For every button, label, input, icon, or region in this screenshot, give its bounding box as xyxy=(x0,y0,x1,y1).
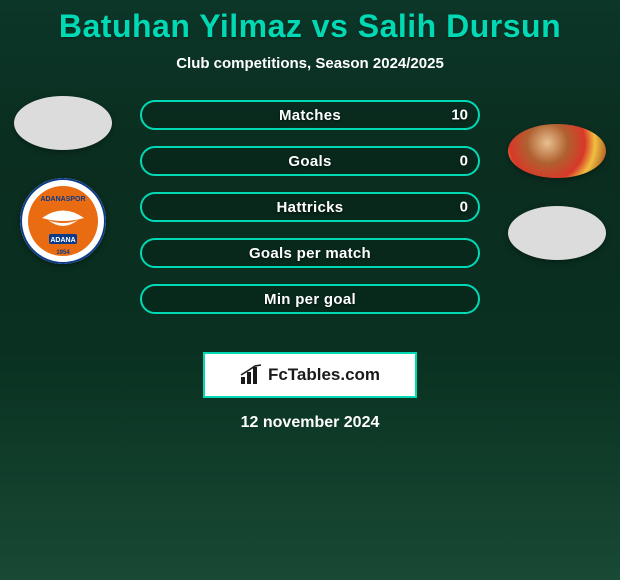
stat-bar-goals: Goals 0 xyxy=(140,146,480,176)
stat-label: Min per goal xyxy=(264,291,356,308)
brand-box: FcTables.com xyxy=(203,352,417,398)
left-player-placeholder xyxy=(14,96,112,150)
stat-label: Goals xyxy=(288,153,331,170)
brand-text: FcTables.com xyxy=(268,365,380,385)
stat-right-value: 10 xyxy=(451,107,468,124)
page-title: Batuhan Yilmaz vs Salih Dursun xyxy=(0,8,620,45)
content-root: Batuhan Yilmaz vs Salih Dursun Club comp… xyxy=(0,0,620,432)
svg-text:ADANA: ADANA xyxy=(50,237,75,244)
stat-label: Goals per match xyxy=(249,245,371,262)
stat-bar-matches: Matches 10 xyxy=(140,100,480,130)
stat-bar-hattricks: Hattricks 0 xyxy=(140,192,480,222)
stat-bars: Matches 10 Goals 0 Hattricks 0 Goals per… xyxy=(140,100,480,330)
stat-label: Hattricks xyxy=(277,199,344,216)
adanaspor-badge-icon: ADANASPOR ADANA 1954 xyxy=(20,178,106,264)
date-text: 12 november 2024 xyxy=(0,414,620,432)
svg-text:ADANASPOR: ADANASPOR xyxy=(40,196,85,203)
right-club-placeholder xyxy=(508,206,606,260)
bar-chart-icon xyxy=(240,364,262,386)
right-player-column xyxy=(502,96,612,260)
comparison-area: ADANASPOR ADANA 1954 Matches 10 xyxy=(0,96,620,346)
left-player-column: ADANASPOR ADANA 1954 xyxy=(8,96,118,264)
subtitle: Club competitions, Season 2024/2025 xyxy=(0,55,620,72)
svg-text:1954: 1954 xyxy=(56,250,70,256)
stat-label: Matches xyxy=(279,107,341,124)
stat-bar-goals-per-match: Goals per match xyxy=(140,238,480,268)
stat-bar-min-per-goal: Min per goal xyxy=(140,284,480,314)
left-club-badge: ADANASPOR ADANA 1954 xyxy=(20,178,106,264)
right-player-photo xyxy=(508,124,606,178)
stat-right-value: 0 xyxy=(460,153,468,170)
stat-right-value: 0 xyxy=(460,199,468,216)
